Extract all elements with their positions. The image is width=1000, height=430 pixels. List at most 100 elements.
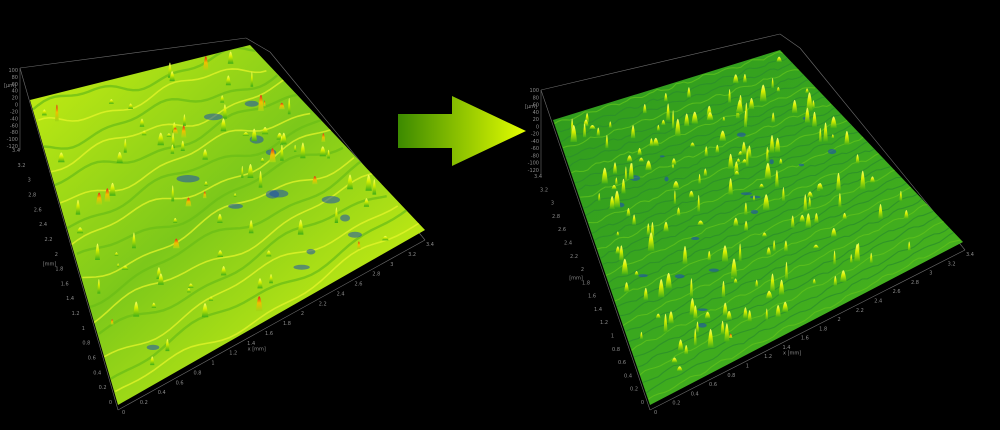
surface-peak bbox=[202, 149, 208, 160]
surface-peak bbox=[671, 164, 675, 169]
x-tick-label: 2.6 bbox=[893, 289, 901, 295]
texture-line bbox=[642, 227, 950, 383]
surface-peak bbox=[747, 145, 752, 158]
y-tick-label: 0.6 bbox=[88, 356, 96, 362]
x-tick-label: 3.2 bbox=[948, 261, 956, 267]
surface-peak bbox=[838, 192, 842, 208]
z-tick-label: 100 bbox=[529, 88, 539, 94]
red-peak bbox=[203, 191, 207, 199]
z-tick-label: -120 bbox=[7, 144, 18, 150]
surface-peak bbox=[869, 252, 873, 264]
surface-peak bbox=[814, 213, 819, 223]
surface-peak bbox=[652, 137, 659, 147]
ridge-line bbox=[60, 112, 311, 204]
x-axis-unit: x [mm] bbox=[248, 346, 266, 352]
surface-peak bbox=[280, 144, 284, 161]
surface-peak bbox=[139, 118, 145, 127]
z-tick-label: -80 bbox=[10, 130, 18, 136]
surface-peak bbox=[663, 221, 669, 232]
x-tick-label: 1.2 bbox=[764, 354, 772, 360]
surface-peak bbox=[812, 278, 816, 285]
surface-peak bbox=[133, 301, 140, 317]
surface-peak bbox=[684, 345, 689, 355]
pit-mark bbox=[674, 274, 685, 279]
pit-mark bbox=[740, 192, 753, 196]
z-axis-unit: [µm] bbox=[525, 104, 537, 110]
y-tick-label: 1.6 bbox=[61, 281, 69, 287]
y-tick-label: 0.2 bbox=[99, 385, 107, 391]
red-peak bbox=[172, 127, 179, 134]
surface-peak bbox=[831, 134, 835, 139]
surface-peak bbox=[736, 158, 741, 163]
y-tick-label: 1.8 bbox=[55, 267, 63, 273]
x-tick-label: 0.8 bbox=[727, 373, 735, 379]
x-tick-label: 3 bbox=[390, 262, 393, 268]
surface-peak bbox=[605, 134, 609, 149]
surface-peak bbox=[109, 182, 116, 196]
surface-peak bbox=[775, 170, 779, 188]
surface-peak bbox=[630, 125, 636, 139]
ridge-line bbox=[65, 118, 322, 230]
surface-peak bbox=[656, 124, 660, 131]
surface-peak bbox=[733, 161, 739, 174]
surface-peak bbox=[691, 111, 698, 124]
surface-peak bbox=[744, 202, 748, 215]
y-tick-label: 3 bbox=[28, 178, 31, 184]
x-tick-label: 2.6 bbox=[354, 282, 362, 288]
surface-peak bbox=[247, 164, 254, 178]
surface-peak bbox=[583, 123, 587, 138]
y-tick-label: 2 bbox=[581, 267, 584, 273]
surface-peak bbox=[75, 199, 81, 215]
y-axis-unit: [mm] bbox=[569, 276, 583, 282]
surface-peak bbox=[689, 298, 696, 315]
surface-peak bbox=[771, 77, 774, 89]
pit-mark bbox=[708, 268, 719, 272]
z-tick-label: 60 bbox=[12, 82, 18, 88]
z-tick-label: -60 bbox=[10, 123, 18, 129]
surface-peak bbox=[676, 366, 683, 372]
surface-peak bbox=[663, 313, 668, 333]
surface-peak bbox=[220, 266, 227, 276]
x-tick-label: 1.6 bbox=[801, 336, 809, 342]
pit-mark bbox=[176, 175, 200, 183]
pit-mark bbox=[769, 159, 774, 165]
surface-peak bbox=[251, 128, 257, 142]
surface-peak bbox=[241, 165, 244, 178]
x-tick-label: 3.2 bbox=[408, 252, 416, 258]
surface-peak bbox=[759, 84, 767, 102]
pit-mark bbox=[321, 196, 341, 204]
y-tick-label: 0.4 bbox=[93, 370, 101, 376]
texture-line bbox=[619, 182, 907, 317]
spikes-after bbox=[570, 56, 911, 372]
y-tick-label: 2.4 bbox=[39, 222, 47, 228]
surface-peak bbox=[250, 71, 254, 87]
surface-peak bbox=[743, 307, 748, 319]
surface-peak bbox=[637, 147, 642, 155]
red-peak bbox=[203, 56, 209, 71]
texture-line bbox=[559, 61, 794, 143]
surface-before-base bbox=[30, 45, 425, 405]
surface-peak bbox=[704, 146, 708, 157]
surface-peak bbox=[626, 155, 633, 162]
surface-peak bbox=[76, 227, 84, 234]
surface-peak bbox=[849, 254, 853, 264]
surface-peak bbox=[233, 193, 237, 197]
surface-peak bbox=[628, 162, 634, 180]
x-tick-label: 2.4 bbox=[874, 298, 882, 304]
surface-peak bbox=[671, 158, 677, 165]
texture-line bbox=[645, 231, 956, 394]
texture-line bbox=[588, 120, 848, 224]
surface-peak bbox=[765, 308, 769, 320]
red-peak bbox=[269, 148, 276, 163]
y-tick-label: 3.2 bbox=[17, 163, 25, 169]
x-tick-label: 2.2 bbox=[319, 301, 327, 307]
y-tick-label: 3.4 bbox=[12, 148, 20, 154]
z-tick-label: -20 bbox=[10, 109, 18, 115]
surface-peak bbox=[186, 287, 191, 293]
surface-peak bbox=[141, 130, 147, 136]
surface-peak bbox=[188, 283, 194, 288]
ridge-line bbox=[114, 222, 420, 393]
surface-peak bbox=[854, 243, 861, 262]
red-peak bbox=[96, 192, 103, 205]
x-tick-label: 2 bbox=[301, 311, 304, 317]
